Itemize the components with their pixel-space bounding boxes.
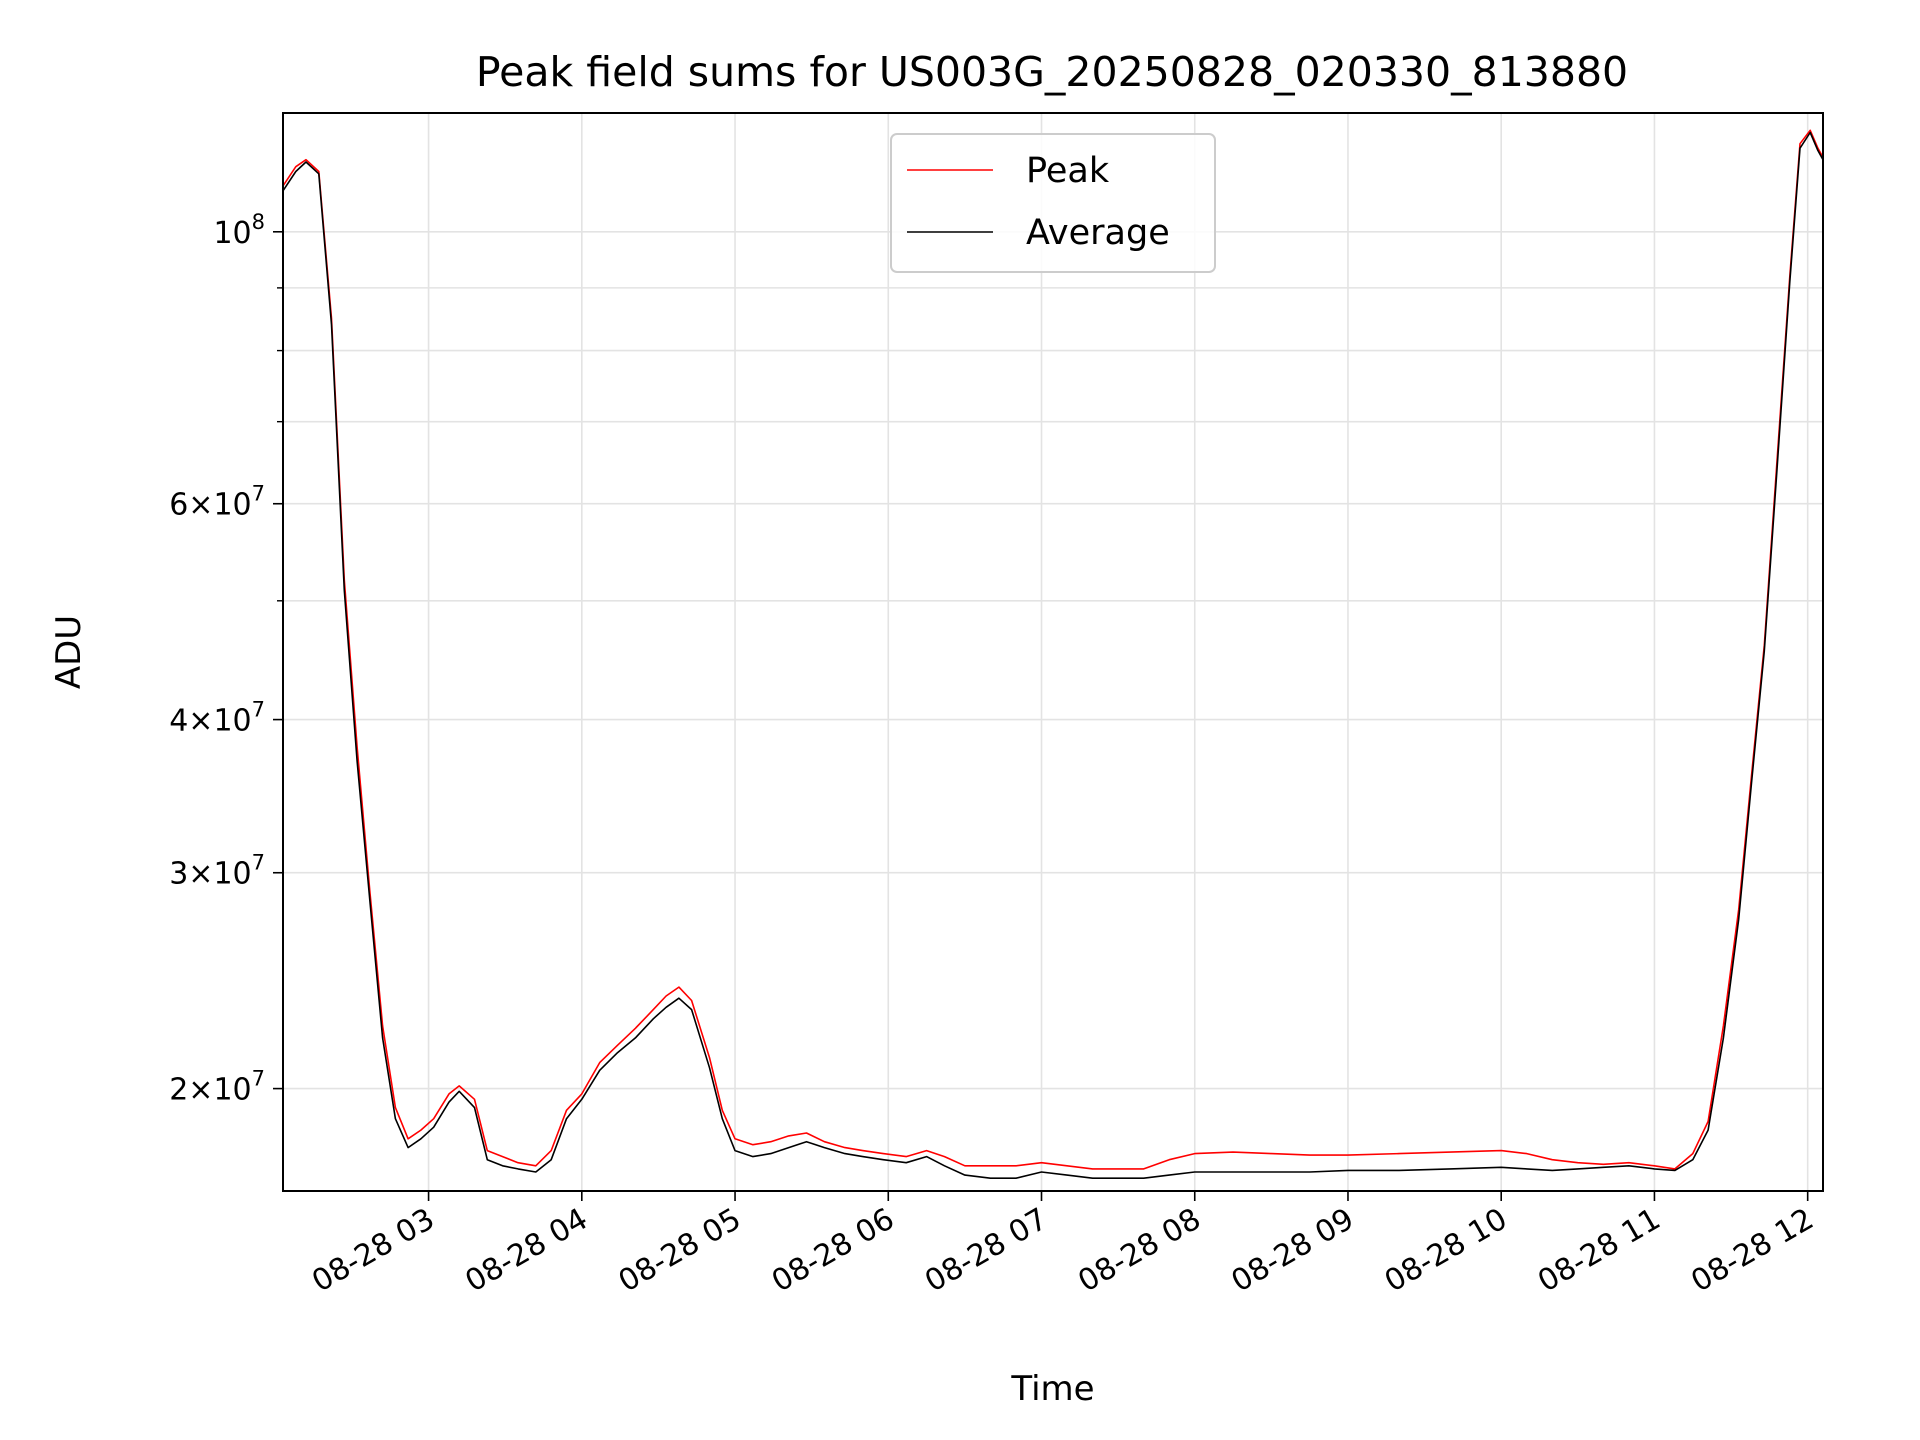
- legend-label-peak: Peak: [1026, 151, 1110, 191]
- y-tick-label: 4×107: [169, 698, 265, 739]
- y-tick-label: 6×107: [169, 482, 265, 523]
- y-tick-label: 3×107: [169, 851, 265, 892]
- x-axis-title: Time: [1010, 1369, 1094, 1409]
- series-line-peak: [282, 129, 1824, 1170]
- legend-box: [890, 133, 1216, 273]
- y-axis: 108 6×107 4×107 3×107 2×107: [169, 210, 283, 1108]
- y-tick-label: 2×107: [169, 1067, 265, 1108]
- series-line-average: [282, 131, 1824, 1179]
- legend-label-average: Average: [1026, 213, 1170, 253]
- series-layer: [282, 129, 1824, 1179]
- legend: Peak Average: [890, 133, 1216, 273]
- chart-title: Peak field sums for US003G_20250828_0203…: [476, 48, 1628, 96]
- y-axis-title: ADU: [49, 615, 89, 689]
- y-tick-label: 108: [213, 210, 265, 251]
- plot-frame: [282, 112, 1824, 1192]
